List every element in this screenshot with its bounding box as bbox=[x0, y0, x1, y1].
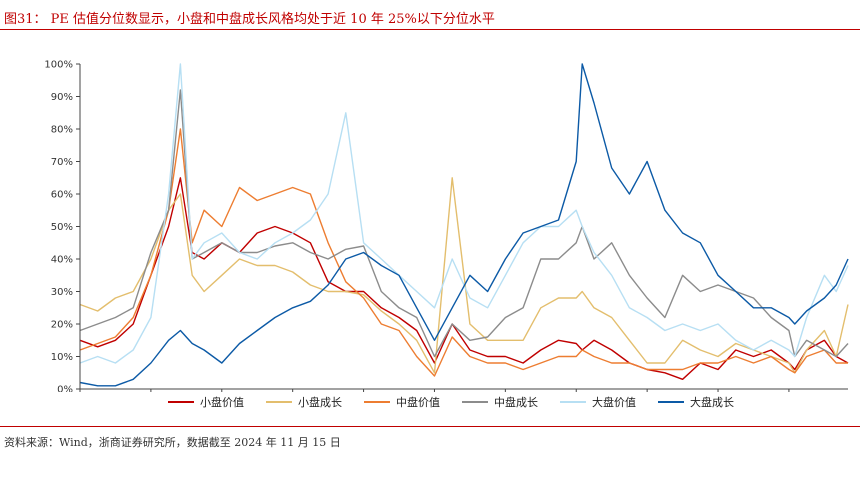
source-note: 资料来源：Wind，浙商证券研究所，数据截至 2024 年 11 月 15 日 bbox=[4, 436, 341, 449]
legend-item: 小盘价值 bbox=[168, 392, 244, 412]
y-tick-label: 40% bbox=[51, 255, 73, 266]
y-tick-label: 60% bbox=[51, 190, 73, 201]
series-line-6 bbox=[79, 63, 849, 387]
chart-legend: 小盘价值 小盘成长 中盘价值 中盘成长 大盘价值 大盘成长 bbox=[0, 392, 860, 412]
legend-label: 小盘成长 bbox=[298, 396, 342, 409]
series-line-1 bbox=[79, 177, 849, 380]
legend-label: 中盘成长 bbox=[494, 396, 538, 409]
legend-swatch bbox=[560, 401, 586, 403]
series-layer bbox=[79, 63, 849, 387]
axis-layer: 0%10%20%30%40%50%60%70%80%90%100%2014-01… bbox=[44, 60, 848, 393]
y-tick-label: 50% bbox=[51, 222, 73, 233]
legend-swatch bbox=[364, 401, 390, 403]
title-divider bbox=[0, 29, 860, 30]
legend-item: 大盘成长 bbox=[658, 392, 734, 412]
y-tick-label: 80% bbox=[51, 125, 73, 136]
series-line-3 bbox=[79, 128, 848, 377]
y-tick-label: 90% bbox=[51, 92, 73, 103]
figure-title: 图31： PE 估值分位数显示，小盘和中盘成长风格均处于近 10 年 25%以下… bbox=[4, 12, 495, 27]
y-tick-label: 100% bbox=[44, 60, 73, 71]
legend-item: 中盘成长 bbox=[462, 392, 538, 412]
legend-label: 大盘成长 bbox=[690, 396, 734, 409]
legend-item: 小盘成长 bbox=[266, 392, 342, 412]
legend-label: 小盘价值 bbox=[200, 396, 244, 409]
legend-swatch bbox=[658, 401, 684, 403]
y-tick-label: 70% bbox=[51, 157, 73, 168]
legend-swatch bbox=[462, 401, 488, 403]
footer-divider bbox=[0, 426, 860, 427]
series-line-5 bbox=[79, 63, 849, 364]
series-line-4 bbox=[79, 89, 849, 358]
legend-swatch bbox=[266, 401, 292, 403]
legend-swatch bbox=[168, 401, 194, 403]
y-tick-label: 30% bbox=[51, 287, 73, 298]
legend-item: 大盘价值 bbox=[560, 392, 636, 412]
y-tick-label: 0% bbox=[57, 385, 73, 393]
legend-item: 中盘价值 bbox=[364, 392, 440, 412]
y-tick-label: 20% bbox=[51, 320, 73, 331]
line-chart: 0%10%20%30%40%50%60%70%80%90%100%2014-01… bbox=[44, 60, 849, 393]
legend-label: 大盘价值 bbox=[592, 396, 636, 409]
legend-label: 中盘价值 bbox=[396, 396, 440, 409]
series-line-2 bbox=[79, 177, 849, 374]
y-tick-label: 10% bbox=[51, 352, 73, 363]
